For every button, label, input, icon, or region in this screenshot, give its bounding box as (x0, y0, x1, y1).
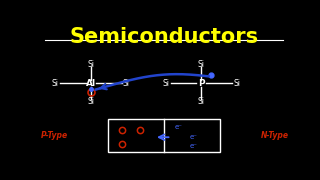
Text: P: P (198, 79, 204, 88)
Text: P-Type: P-Type (41, 131, 68, 140)
Text: e⁻: e⁻ (175, 124, 183, 130)
Text: e⁻: e⁻ (190, 143, 198, 149)
Text: e⁻: e⁻ (190, 134, 198, 140)
Text: Si: Si (162, 79, 169, 88)
Text: Si: Si (52, 79, 59, 88)
Text: Si: Si (233, 79, 240, 88)
Text: Si: Si (198, 60, 205, 69)
Text: Si: Si (198, 98, 205, 107)
Text: Al: Al (86, 79, 96, 88)
Text: N-Type: N-Type (260, 131, 288, 140)
Text: Si: Si (87, 60, 94, 69)
Text: Semiconductors: Semiconductors (69, 27, 259, 47)
Bar (108, 119, 220, 152)
Text: Si: Si (123, 79, 130, 88)
Text: Si: Si (87, 98, 94, 107)
